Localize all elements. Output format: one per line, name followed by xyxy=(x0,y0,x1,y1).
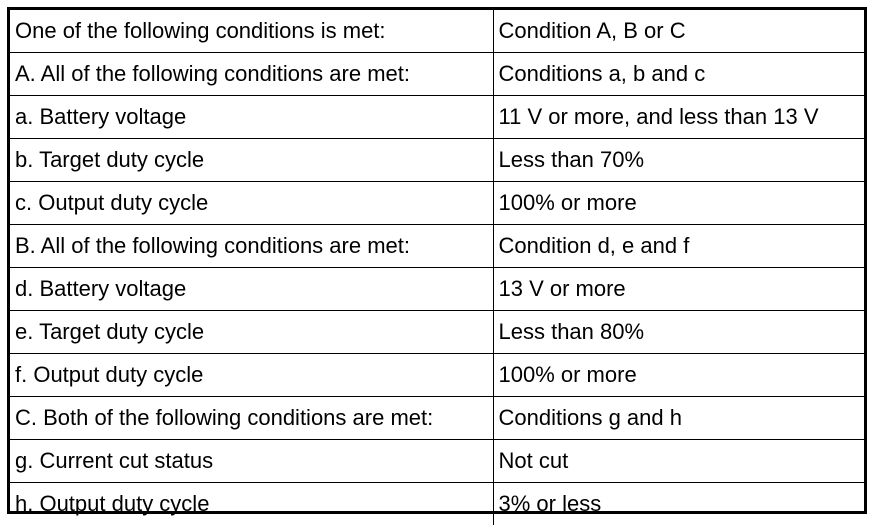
table-row: g. Current cut status Not cut xyxy=(10,440,864,483)
condition-cell: f. Output duty cycle xyxy=(10,354,493,397)
value-cell: 3% or less xyxy=(493,483,864,525)
conditions-table: One of the following conditions is met: … xyxy=(7,7,867,514)
conditions-table-grid: One of the following conditions is met: … xyxy=(10,10,864,525)
condition-cell: B. All of the following conditions are m… xyxy=(10,225,493,268)
value-cell: Condition d, e and f xyxy=(493,225,864,268)
condition-cell: e. Target duty cycle xyxy=(10,311,493,354)
condition-cell: b. Target duty cycle xyxy=(10,139,493,182)
condition-cell: c. Output duty cycle xyxy=(10,182,493,225)
value-cell: Not cut xyxy=(493,440,864,483)
value-cell: 13 V or more xyxy=(493,268,864,311)
condition-cell: One of the following conditions is met: xyxy=(10,10,493,53)
value-cell: 11 V or more, and less than 13 V xyxy=(493,96,864,139)
condition-cell: h. Output duty cycle xyxy=(10,483,493,525)
table-row: C. Both of the following conditions are … xyxy=(10,397,864,440)
value-cell: Less than 80% xyxy=(493,311,864,354)
table-row: One of the following conditions is met: … xyxy=(10,10,864,53)
condition-cell: g. Current cut status xyxy=(10,440,493,483)
table-row: f. Output duty cycle 100% or more xyxy=(10,354,864,397)
condition-cell: d. Battery voltage xyxy=(10,268,493,311)
condition-cell: C. Both of the following conditions are … xyxy=(10,397,493,440)
table-row: c. Output duty cycle 100% or more xyxy=(10,182,864,225)
table-row: B. All of the following conditions are m… xyxy=(10,225,864,268)
value-cell: 100% or more xyxy=(493,354,864,397)
value-cell: Less than 70% xyxy=(493,139,864,182)
table-row: h. Output duty cycle 3% or less xyxy=(10,483,864,525)
table-row: A. All of the following conditions are m… xyxy=(10,53,864,96)
value-cell: Conditions a, b and c xyxy=(493,53,864,96)
table-row: d. Battery voltage 13 V or more xyxy=(10,268,864,311)
table-row: e. Target duty cycle Less than 80% xyxy=(10,311,864,354)
value-cell: Conditions g and h xyxy=(493,397,864,440)
value-cell: 100% or more xyxy=(493,182,864,225)
table-row: a. Battery voltage 11 V or more, and les… xyxy=(10,96,864,139)
condition-cell: a. Battery voltage xyxy=(10,96,493,139)
value-cell: Condition A, B or C xyxy=(493,10,864,53)
table-row: b. Target duty cycle Less than 70% xyxy=(10,139,864,182)
condition-cell: A. All of the following conditions are m… xyxy=(10,53,493,96)
